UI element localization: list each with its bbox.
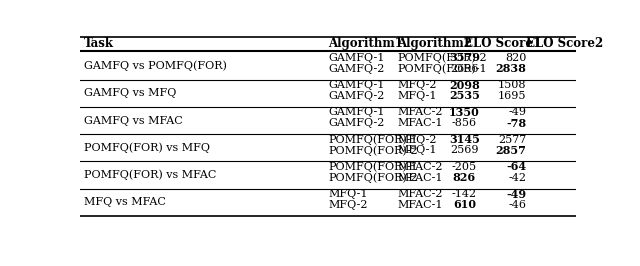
Text: GAMFQ-2: GAMFQ-2 [328, 64, 385, 74]
Text: 3579: 3579 [449, 52, 480, 63]
Text: MFAC-2: MFAC-2 [397, 189, 443, 199]
Text: -64: -64 [506, 161, 527, 172]
Text: GAMFQ-2: GAMFQ-2 [328, 91, 385, 101]
Text: POMFQ(FOR) vs MFQ: POMFQ(FOR) vs MFQ [84, 143, 210, 153]
Text: 826: 826 [453, 172, 476, 183]
Text: 2857: 2857 [495, 145, 527, 156]
Text: GAMFQ-1: GAMFQ-1 [328, 107, 385, 117]
Text: 2098: 2098 [449, 80, 480, 91]
Text: MFAC-2: MFAC-2 [397, 162, 443, 172]
Text: GAMFQ vs POMFQ(FOR): GAMFQ vs POMFQ(FOR) [84, 61, 227, 71]
Text: POMFQ(FOR)-1: POMFQ(FOR)-1 [328, 161, 418, 172]
Text: GAMFQ vs MFAC: GAMFQ vs MFAC [84, 115, 182, 126]
Text: 820: 820 [505, 53, 527, 63]
Text: POMFQ(FOR) vs MFAC: POMFQ(FOR) vs MFAC [84, 170, 216, 180]
Text: -205: -205 [452, 162, 477, 172]
Text: MFQ-2: MFQ-2 [328, 200, 367, 210]
Text: MFQ vs MFAC: MFQ vs MFAC [84, 197, 166, 207]
Text: MFQ-2: MFQ-2 [397, 135, 437, 145]
Text: MFQ-1: MFQ-1 [397, 91, 437, 101]
Text: MFQ-1: MFQ-1 [328, 189, 367, 199]
Text: POMFQ(FOR)-2: POMFQ(FOR)-2 [328, 172, 418, 183]
Text: -49: -49 [508, 107, 527, 117]
Text: MFQ-2: MFQ-2 [397, 80, 437, 90]
Text: MFAC-2: MFAC-2 [397, 107, 443, 117]
Text: 2535: 2535 [449, 90, 480, 102]
Text: GAMFQ-2: GAMFQ-2 [328, 118, 385, 128]
Text: POMFQ(FOR)-1: POMFQ(FOR)-1 [328, 134, 418, 145]
Text: GAMFQ-1: GAMFQ-1 [328, 53, 385, 63]
Text: ELO Score1: ELO Score1 [465, 37, 541, 50]
Text: 2696: 2696 [450, 64, 479, 74]
Text: 1350: 1350 [449, 107, 480, 118]
Text: -46: -46 [508, 200, 527, 210]
Text: -49: -49 [506, 189, 527, 200]
Text: POMFQ(FOR)-2: POMFQ(FOR)-2 [397, 53, 487, 63]
Text: -142: -142 [452, 189, 477, 199]
Text: 1695: 1695 [498, 91, 527, 101]
Text: MFQ-1: MFQ-1 [397, 146, 437, 155]
Text: GAMFQ vs MFQ: GAMFQ vs MFQ [84, 88, 177, 98]
Text: Algorithm2: Algorithm2 [397, 37, 472, 50]
Text: 2838: 2838 [495, 63, 527, 74]
Text: MFAC-1: MFAC-1 [397, 118, 443, 128]
Text: Algorithm1: Algorithm1 [328, 37, 403, 50]
Text: POMFQ(FOR)-2: POMFQ(FOR)-2 [328, 145, 418, 156]
Text: 3145: 3145 [449, 134, 480, 145]
Text: MFAC-1: MFAC-1 [397, 173, 443, 183]
Text: 610: 610 [453, 200, 476, 210]
Text: 2577: 2577 [498, 135, 527, 145]
Text: POMFQ(FOR)-1: POMFQ(FOR)-1 [397, 64, 487, 74]
Text: -856: -856 [452, 118, 477, 128]
Text: 1508: 1508 [498, 80, 527, 90]
Text: -42: -42 [508, 173, 527, 183]
Text: MFAC-1: MFAC-1 [397, 200, 443, 210]
Text: 2569: 2569 [450, 146, 479, 155]
Text: -78: -78 [506, 118, 527, 129]
Text: ELO Score2: ELO Score2 [527, 37, 604, 50]
Text: Task: Task [84, 37, 114, 50]
Text: GAMFQ-1: GAMFQ-1 [328, 80, 385, 90]
